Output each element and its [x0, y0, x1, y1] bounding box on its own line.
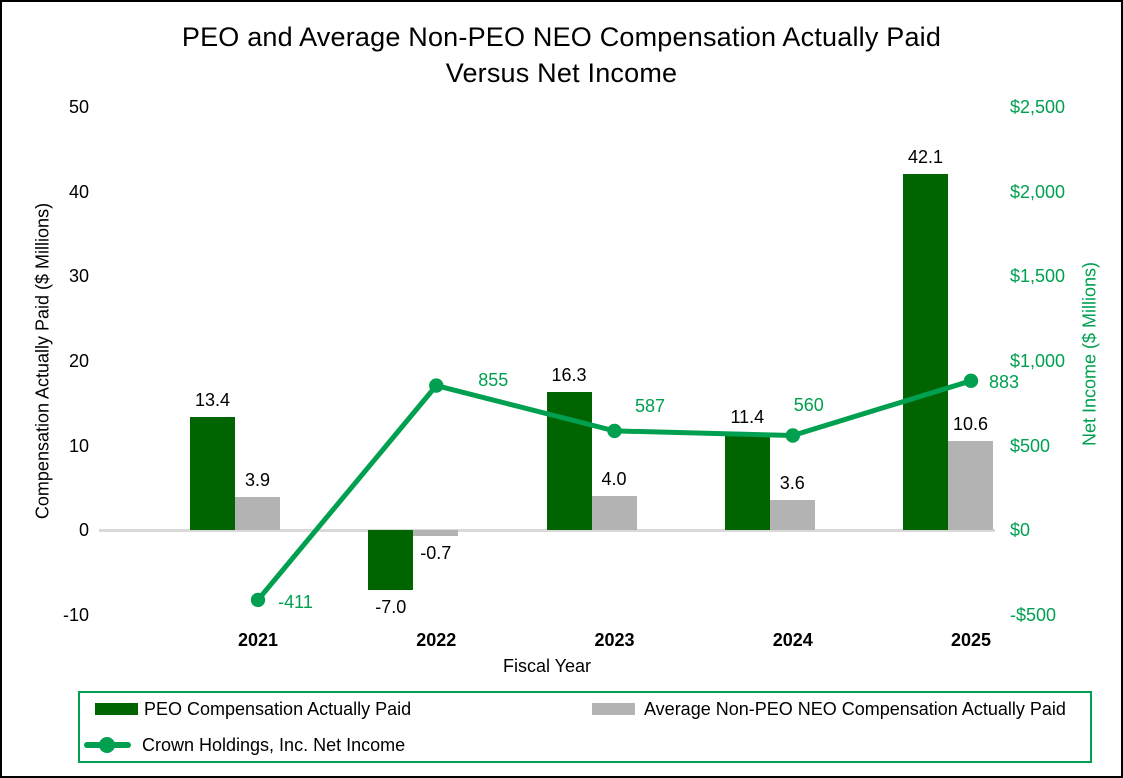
bar-value-label: 3.9: [244, 470, 271, 491]
bar-value-label: 4.0: [601, 469, 627, 490]
chart-title-line2: Versus Net Income: [445, 58, 678, 88]
bar-peo-2021: [190, 416, 235, 531]
x-axis-label-2024: 2024: [772, 630, 813, 650]
right-tick-label: $2,000: [1010, 181, 1066, 202]
legend-swatch-non-peo: [592, 703, 635, 715]
x-axis-title: Fiscal Year: [502, 656, 592, 676]
net-income-value-label: 587: [634, 395, 666, 416]
net-income-line-series: [250, 373, 979, 608]
net-income-value-label: 560: [793, 395, 824, 415]
bar-non-peo-2025: [948, 440, 993, 531]
x-axis-label-2023: 2023: [594, 630, 635, 650]
legend: PEO Compensation Actually Paid Average N…: [78, 691, 1092, 763]
bar-value-label: 10.6: [952, 413, 989, 434]
right-tick-label: $500: [1010, 435, 1051, 456]
legend-line-dot-icon: [99, 737, 115, 753]
plot-area: 13.4 -7.0 16.3 11.4 42.1 3.9 -0.7 4.0 3.6 10.6 -4…: [99, 107, 1019, 617]
bar-non-peo-2021: [235, 497, 280, 531]
bar-non-peo-2022: [413, 530, 459, 537]
net-income-point-2022: [429, 378, 444, 393]
legend-label-peo: PEO Compensation Actually Paid: [144, 699, 412, 719]
net-income-value-label: -411: [278, 591, 313, 612]
left-tick-label: -10: [62, 605, 89, 625]
net-income-value-label: 855: [478, 369, 509, 390]
net-income-polyline: [256, 378, 972, 602]
bar-value-label: 42.1: [907, 146, 944, 167]
legend-label-non-peo: Average Non-PEO NEO Compensation Actuall…: [644, 699, 1066, 719]
left-tick-label: 30: [68, 266, 89, 287]
bar-non-peo-2023: [591, 496, 637, 531]
left-tick-label: 50: [68, 97, 89, 117]
right-tick-label: -$500: [1010, 605, 1057, 625]
chart-title-line1: PEO and Average Non-PEO NEO Compensation…: [181, 22, 942, 52]
bar-value-label: 11.4: [730, 406, 765, 427]
bar-peo-2025: [903, 173, 948, 531]
bar-value-label: 13.4: [194, 389, 231, 410]
bar-non-peo-2024: [769, 499, 815, 531]
x-axis-label-2022: 2022: [416, 630, 457, 650]
left-tick-label: 20: [68, 351, 89, 371]
net-income-point-2025: [963, 373, 979, 389]
left-tick-label: 40: [68, 181, 89, 202]
legend-label-net-income: Crown Holdings, Inc. Net Income: [142, 735, 406, 755]
net-income-point-2023: [607, 423, 622, 439]
right-tick-label: $1,000: [1010, 351, 1066, 371]
net-income-point-2021: [250, 592, 266, 608]
right-tick-label: $0: [1010, 520, 1031, 541]
net-income-point-2024: [785, 428, 800, 443]
x-axis-label-2025: 2025: [950, 630, 992, 650]
bar-value-label: 16.3: [551, 365, 587, 386]
net-income-value-label: 883: [988, 371, 1020, 392]
chart-title: PEO and Average Non-PEO NEO Compensation…: [2, 19, 1121, 91]
bar-value-label: -7.0: [375, 596, 407, 617]
bar-value-label: 3.6: [779, 472, 805, 493]
legend-swatch-peo: [95, 703, 138, 715]
x-axis-label-2021: 2021: [237, 630, 279, 650]
left-tick-label: 0: [78, 520, 89, 541]
bar-peo-2022: [368, 530, 414, 590]
right-tick-label: $1,500: [1010, 266, 1066, 287]
left-tick-label: 10: [68, 435, 89, 456]
right-tick-label: $2,500: [1010, 97, 1066, 117]
bar-peo-2024: [724, 433, 770, 531]
bar-value-label: -0.7: [420, 543, 452, 564]
